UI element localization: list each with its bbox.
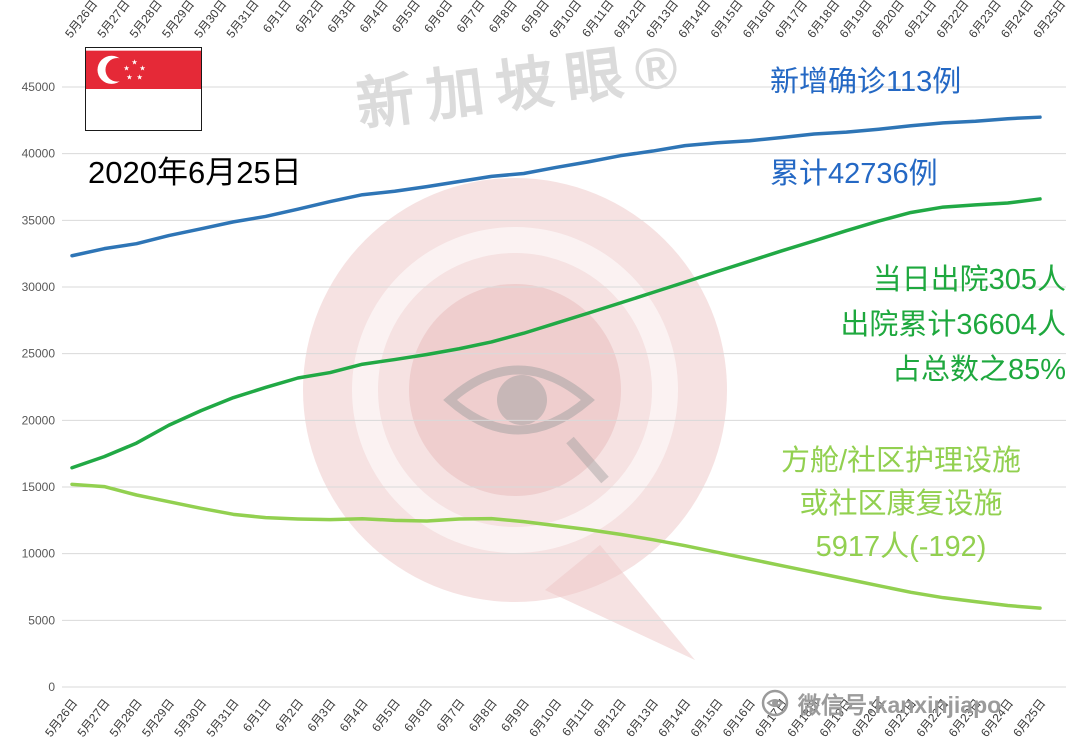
annotation-community-line1: 方舱/社区护理设施 xyxy=(780,445,1022,477)
svg-text:5月28日: 5月28日 xyxy=(127,0,165,41)
svg-text:5月26日: 5月26日 xyxy=(62,0,100,41)
svg-text:6月13日: 6月13日 xyxy=(643,0,681,41)
svg-text:6月13日: 6月13日 xyxy=(623,696,661,739)
watermark-wechat: 微信号:kanxinjiapo xyxy=(760,686,1001,720)
svg-text:5月30日: 5月30日 xyxy=(171,696,209,739)
svg-text:45000: 45000 xyxy=(22,80,56,94)
svg-text:6月7日: 6月7日 xyxy=(434,696,468,734)
svg-text:6月16日: 6月16日 xyxy=(740,0,778,41)
flag-stars: ★ ★ ★ ★ ★ xyxy=(123,59,145,82)
svg-text:5000: 5000 xyxy=(28,613,55,627)
svg-text:6月12日: 6月12日 xyxy=(591,696,629,739)
svg-text:6月10日: 6月10日 xyxy=(546,0,584,41)
date-label: 2020年6月25日 xyxy=(88,155,302,190)
svg-text:6月6日: 6月6日 xyxy=(421,0,455,35)
svg-text:5月26日: 5月26日 xyxy=(42,696,80,739)
svg-text:6月24日: 6月24日 xyxy=(998,0,1036,41)
svg-text:6月23日: 6月23日 xyxy=(966,0,1004,41)
svg-text:6月2日: 6月2日 xyxy=(272,696,306,734)
svg-text:6月5日: 6月5日 xyxy=(369,696,403,734)
annotation-discharged-total: 出院累计36604人 xyxy=(840,309,1066,341)
svg-text:6月19日: 6月19日 xyxy=(837,0,875,41)
svg-text:25000: 25000 xyxy=(22,347,56,361)
svg-text:6月25日: 6月25日 xyxy=(1030,0,1068,41)
annotation-discharged-block: 当日出院305人 出院累计36604人 占总数之85% xyxy=(840,258,1066,393)
svg-text:6月11日: 6月11日 xyxy=(559,696,597,739)
svg-text:6月3日: 6月3日 xyxy=(324,0,358,35)
singapore-flag-graphic: ★ ★ ★ ★ ★ xyxy=(86,50,201,128)
svg-text:6月20日: 6月20日 xyxy=(869,0,907,41)
annotation-community-count: 5917人(-192) xyxy=(815,531,987,563)
svg-text:6月4日: 6月4日 xyxy=(357,0,391,35)
svg-text:6月5日: 6月5日 xyxy=(389,0,423,35)
annotation-community-line2: 或社区康复设施 xyxy=(799,488,1003,520)
svg-text:★: ★ xyxy=(137,73,143,81)
svg-text:30000: 30000 xyxy=(22,280,56,294)
svg-text:6月15日: 6月15日 xyxy=(708,0,746,41)
svg-text:5月27日: 5月27日 xyxy=(74,696,112,739)
svg-text:6月1日: 6月1日 xyxy=(240,696,274,734)
svg-text:6月11日: 6月11日 xyxy=(579,0,617,40)
svg-text:6月14日: 6月14日 xyxy=(675,0,713,41)
svg-text:6月15日: 6月15日 xyxy=(688,696,726,739)
wechat-id-text: 微信号:kanxinjiapo xyxy=(798,692,1002,718)
svg-text:5月31日: 5月31日 xyxy=(224,0,262,41)
svg-text:6月22日: 6月22日 xyxy=(933,0,971,41)
annotation-discharged-percent: 占总数之85% xyxy=(891,354,1066,386)
svg-text:6月7日: 6月7日 xyxy=(454,0,488,35)
svg-text:6月14日: 6月14日 xyxy=(655,696,693,739)
svg-text:20000: 20000 xyxy=(22,413,56,427)
svg-text:6月4日: 6月4日 xyxy=(337,696,371,734)
singapore-flag: ★ ★ ★ ★ ★ xyxy=(85,47,202,131)
svg-text:★: ★ xyxy=(139,64,145,72)
svg-text:6月17日: 6月17日 xyxy=(772,0,810,41)
annotation-total-confirmed: 累计42736例 xyxy=(770,158,938,190)
svg-text:6月6日: 6月6日 xyxy=(401,696,435,734)
svg-text:6月3日: 6月3日 xyxy=(304,696,338,734)
svg-text:5月29日: 5月29日 xyxy=(139,696,177,739)
svg-text:★: ★ xyxy=(131,59,137,67)
annotation-discharged-today: 当日出院305人 xyxy=(872,264,1066,296)
svg-text:35000: 35000 xyxy=(22,213,56,227)
svg-text:6月25日: 6月25日 xyxy=(1010,696,1048,739)
svg-text:6月18日: 6月18日 xyxy=(804,0,842,41)
svg-text:5月30日: 5月30日 xyxy=(191,0,229,41)
svg-text:6月1日: 6月1日 xyxy=(260,0,294,35)
svg-text:★: ★ xyxy=(126,73,132,81)
svg-text:5月28日: 5月28日 xyxy=(107,696,145,739)
wechat-logo-icon xyxy=(761,689,789,717)
svg-text:6月12日: 6月12日 xyxy=(611,0,649,41)
svg-text:6月10日: 6月10日 xyxy=(526,696,564,739)
svg-text:40000: 40000 xyxy=(22,147,56,161)
svg-text:6月16日: 6月16日 xyxy=(720,696,758,739)
svg-text:5月31日: 5月31日 xyxy=(204,696,242,739)
svg-text:0: 0 xyxy=(48,680,55,694)
annotation-community-block: 方舱/社区护理设施 或社区康复设施 5917人(-192) xyxy=(748,440,1054,569)
svg-text:6月8日: 6月8日 xyxy=(466,696,500,734)
svg-text:6月2日: 6月2日 xyxy=(292,0,326,35)
svg-text:6月21日: 6月21日 xyxy=(901,0,939,41)
svg-text:15000: 15000 xyxy=(22,480,56,494)
annotation-new-confirmed: 新增确诊113例 xyxy=(770,66,962,98)
svg-text:6月8日: 6月8日 xyxy=(486,0,520,35)
svg-text:★: ★ xyxy=(123,64,129,72)
svg-text:5月27日: 5月27日 xyxy=(94,0,132,41)
svg-text:10000: 10000 xyxy=(22,547,56,561)
svg-text:5月29日: 5月29日 xyxy=(159,0,197,41)
